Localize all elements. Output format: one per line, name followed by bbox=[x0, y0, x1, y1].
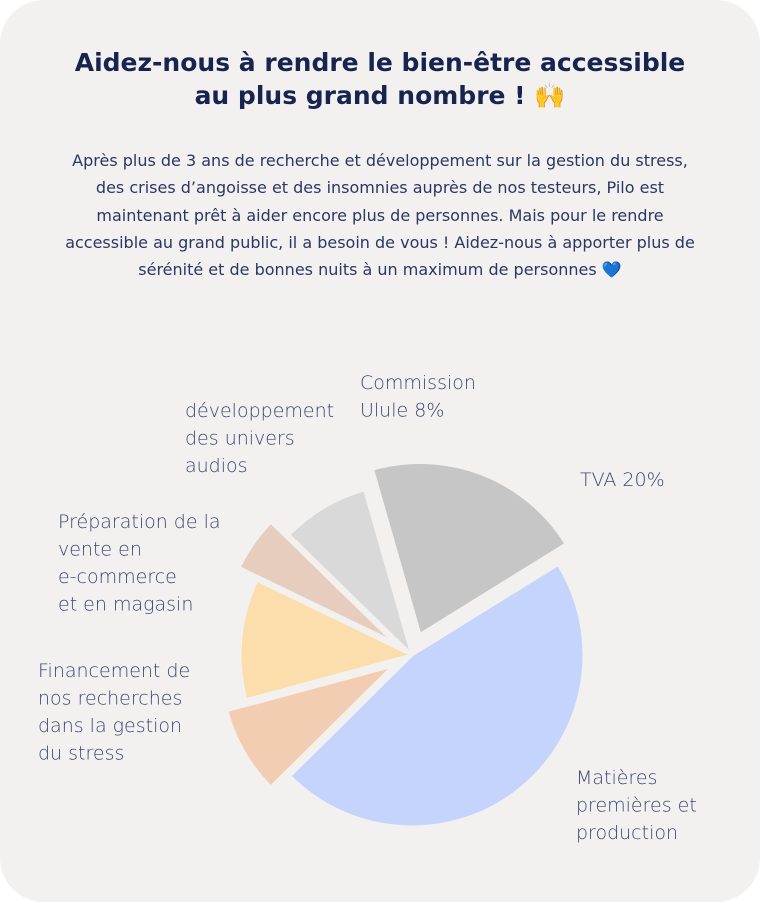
slice-label-tva-20: TVA 20% bbox=[580, 469, 665, 491]
slice-label-line: des univers bbox=[185, 428, 295, 450]
slice-label-line: vente en bbox=[58, 539, 142, 561]
slice-label-line: e-commerce bbox=[58, 566, 177, 588]
slice-label-line: développement bbox=[185, 400, 334, 422]
pie-slice-matieres-premieres-et-production bbox=[288, 562, 586, 829]
slice-label-line: Préparation de la bbox=[58, 511, 221, 533]
slice-label-line: TVA 20% bbox=[580, 469, 665, 491]
slice-label-line: Financement de bbox=[38, 660, 190, 682]
slice-label-line: Matières bbox=[576, 767, 657, 789]
page-title: Aidez-nous à rendre le bien-être accessi… bbox=[74, 48, 686, 110]
pie-slice-preparation-de-la-vente-en-e-commerce-et-en-magasin bbox=[238, 578, 414, 702]
slice-label-matieres-premieres-et-production: Matières premières et production bbox=[576, 767, 697, 844]
slice-label-line: production bbox=[576, 822, 678, 844]
slice-label-financement-de-nos-recherches-dans-la-gestion-du-stress: Financement de nos recherches dans la gest… bbox=[38, 660, 190, 765]
slice-label-line: audios bbox=[185, 455, 248, 477]
pie-slice-financement-de-nos-recherches-dans-la-gestion-du-stress bbox=[225, 664, 395, 789]
slice-label-line: et en magasin bbox=[58, 594, 193, 616]
slice-label-line: Ulule 8% bbox=[360, 400, 444, 422]
pie-slice-commission-ulule-8 bbox=[287, 488, 414, 657]
slice-label-line: du stress bbox=[38, 743, 124, 765]
slice-label-preparation-de-la-vente-en-e-commerce-et-en-magasin: Préparation de la vente en e-commerce et en… bbox=[58, 511, 221, 616]
slice-label-line: nos recherches bbox=[38, 688, 182, 710]
slice-label-line: premières et bbox=[576, 795, 697, 817]
pie-slice-developpement-des-univers-audios bbox=[237, 520, 396, 644]
slice-label-commission-ulule-8: Commission Ulule 8% bbox=[360, 372, 476, 422]
slice-label-line: dans la gestion bbox=[38, 715, 182, 737]
pie-slice-tva-20 bbox=[371, 461, 568, 636]
intro-text: Après plus de 3 ans de recherche et déve… bbox=[65, 151, 695, 280]
slice-label-developpement-des-univers-audios: développement des univers audios bbox=[185, 400, 334, 477]
slice-label-line: Commission bbox=[360, 372, 476, 394]
